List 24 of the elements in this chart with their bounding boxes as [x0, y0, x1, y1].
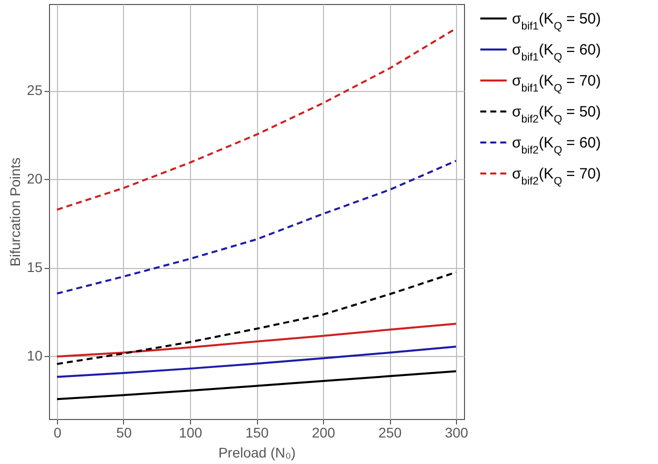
x-tick-label: 300 — [444, 424, 468, 440]
legend-label: σ$_{bif1}$(K$_{Q}$ = 60) — [512, 42, 601, 64]
y-tick-label: 10 — [26, 348, 43, 364]
line-series — [56, 370, 458, 400]
legend-label: σ$_{bif2}$(K$_{Q}$ = 70) — [512, 166, 601, 188]
x-tick-label: 200 — [312, 424, 336, 440]
x-tick-label: 250 — [378, 424, 402, 440]
x-tick-label: 50 — [116, 424, 132, 440]
line-series — [56, 271, 458, 365]
x-tick-label: 100 — [178, 424, 202, 440]
x-tick-label: 150 — [245, 424, 269, 440]
line-series — [56, 160, 458, 295]
y-axis-title: Bifurcation Points — [6, 158, 23, 266]
line-series — [56, 322, 458, 358]
x-axis-title: Preload (N₀) — [218, 444, 296, 460]
y-tick-label: 15 — [26, 259, 43, 276]
line-series — [56, 346, 458, 378]
legend-label: σ$_{bif1}$(K$_{Q}$ = 50) — [512, 10, 601, 32]
legend-label: σ$_{bif2}$(K$_{Q}$ = 60) — [512, 134, 601, 156]
x-tick-label: 0 — [54, 424, 62, 440]
y-tick-label: 20 — [26, 170, 43, 187]
legend-label: σ$_{bif2}$(K$_{Q}$ = 50) — [512, 104, 601, 126]
y-tick-label: 25 — [26, 82, 43, 98]
legend-label: σ$_{bif1}$(K$_{Q}$ = 70) — [512, 72, 601, 94]
